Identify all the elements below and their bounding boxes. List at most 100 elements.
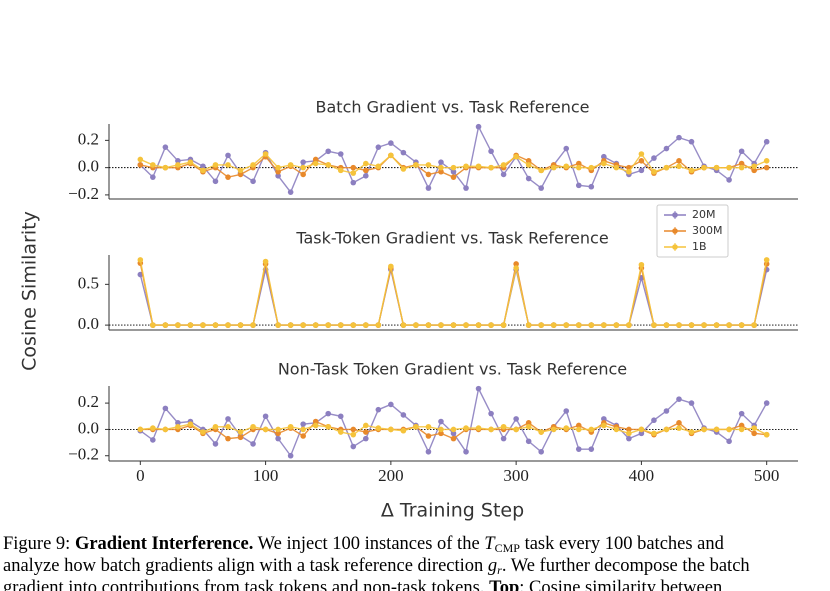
caption-math: T [484, 534, 495, 554]
legend: 20M 300M 1B [656, 204, 729, 258]
data-point [363, 422, 369, 429]
y-tick-label: 0.5 [78, 273, 99, 292]
data-point [450, 174, 457, 180]
data-point [425, 162, 432, 168]
data-point [225, 423, 231, 430]
data-point [200, 163, 206, 170]
data-point [475, 322, 482, 328]
data-point [450, 430, 457, 437]
data-point [588, 164, 595, 171]
data-point [200, 322, 206, 328]
data-point [651, 168, 657, 175]
data-point [212, 441, 219, 447]
data-point [337, 151, 344, 157]
data-point [300, 426, 306, 433]
data-point [513, 261, 519, 267]
data-point [287, 162, 294, 168]
data-point [626, 435, 632, 442]
data-point [337, 322, 344, 328]
data-point [638, 430, 645, 437]
x-axis-label: Δ Training Step [381, 500, 524, 522]
data-point [325, 410, 332, 417]
data-point [663, 164, 670, 171]
data-point [312, 160, 319, 167]
data-point [701, 322, 707, 328]
data-point [312, 156, 319, 163]
data-point [450, 164, 457, 171]
data-point [150, 425, 156, 431]
data-point [475, 385, 482, 392]
data-point [325, 423, 332, 430]
data-point [237, 171, 244, 178]
data-point [588, 426, 595, 433]
data-point [488, 410, 494, 417]
data-point [438, 164, 444, 171]
legend-swatch [672, 212, 678, 218]
data-point [200, 167, 206, 174]
data-point [287, 189, 294, 195]
data-point [525, 162, 532, 168]
data-point [713, 164, 720, 171]
data-point [275, 322, 281, 328]
data-point [651, 430, 657, 437]
data-point [676, 396, 682, 402]
data-point [575, 422, 582, 429]
data-point [200, 429, 206, 435]
data-point [563, 163, 570, 170]
data-point [375, 163, 382, 170]
data-point [676, 420, 682, 426]
data-point [212, 178, 219, 185]
data-point [212, 423, 219, 430]
data-point [676, 425, 682, 431]
data-point [337, 413, 344, 420]
data-point [663, 322, 670, 328]
data-point [475, 123, 482, 130]
data-point [638, 426, 645, 433]
data-point [225, 416, 231, 422]
data-point [726, 438, 732, 445]
data-point [363, 160, 369, 167]
caption-line: Figure 9: Gradient Interference. We inje… [3, 533, 830, 555]
data-point [212, 322, 219, 328]
data-point [287, 423, 294, 430]
caption-line: analyze how batch gradients align with a… [3, 555, 830, 577]
data-point [225, 152, 231, 159]
data-point [663, 426, 670, 433]
data-point [388, 152, 394, 159]
data-point [525, 158, 532, 164]
data-point [250, 423, 256, 430]
legend-label: 1B [692, 240, 707, 253]
caption-sub: CMP [494, 541, 520, 555]
caption: Figure 9: Gradient Interference. We inje… [3, 533, 830, 591]
x-tick-label: 200 [378, 466, 404, 485]
data-point [763, 158, 770, 164]
data-point [262, 151, 269, 157]
data-point [275, 173, 281, 179]
chart: Batch Gradient vs. Task Reference −0.2 0.0… [19, 98, 798, 522]
data-point [738, 410, 745, 417]
data-point [187, 421, 194, 427]
data-point [363, 173, 369, 179]
data-point [225, 435, 231, 442]
panel-title: Batch Gradient vs. Task Reference [316, 98, 590, 117]
legend-swatch [672, 244, 678, 250]
data-point [325, 322, 332, 328]
x-tick-label: 400 [629, 466, 655, 485]
data-point [363, 167, 369, 174]
data-point [325, 148, 332, 155]
data-point [601, 422, 607, 429]
data-point [363, 429, 369, 435]
data-point [475, 163, 482, 170]
data-point [413, 162, 419, 168]
data-point [651, 322, 657, 328]
data-point [763, 257, 770, 263]
data-point [275, 168, 281, 175]
y-tick-label: −0.2 [68, 445, 99, 464]
data-point [400, 322, 407, 328]
data-point [375, 406, 382, 413]
data-point [550, 164, 557, 171]
data-point [300, 433, 306, 439]
legend-label: 300M [692, 224, 723, 237]
data-point [350, 426, 357, 433]
data-point [663, 408, 670, 414]
